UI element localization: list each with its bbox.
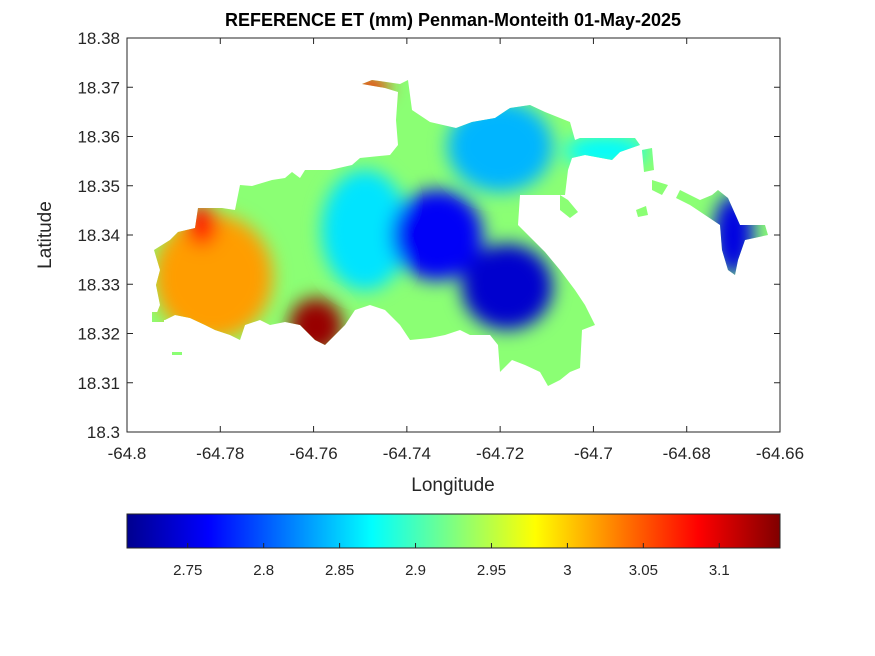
colorbar-tick-label: 2.9 — [405, 562, 426, 579]
x-tick-label: -64.8 — [108, 444, 147, 463]
y-tick-label: 18.32 — [77, 325, 120, 344]
x-axis-label: Longitude — [411, 475, 494, 496]
y-tick-label: 18.3 — [87, 423, 120, 442]
y-tick-label: 18.35 — [77, 177, 120, 196]
y-axis-label: Latitude — [35, 201, 56, 269]
y-tick-label: 18.37 — [77, 78, 120, 97]
colorbar-tick-label: 3.1 — [709, 562, 730, 579]
x-tick-label: -64.78 — [196, 444, 244, 463]
chart-title: REFERENCE ET (mm) Penman-Monteith 01-May… — [225, 10, 681, 30]
x-tick-label: -64.68 — [663, 444, 711, 463]
colorbar-tick-label: 2.85 — [325, 562, 354, 579]
x-tick-label: -64.66 — [756, 444, 804, 463]
y-axis: 18.3 18.31 18.32 18.33 18.34 18.35 18.36 18.37 1… — [77, 29, 780, 442]
colorbar-tick-label: 3.05 — [629, 562, 658, 579]
x-axis: -64.8 -64.78 -64.76 -64.74 -64.72 -64.7 -64.68… — [108, 38, 804, 463]
colorbar-tick-label: 3 — [563, 562, 571, 579]
colorbar-tick-label: 2.75 — [173, 562, 202, 579]
region-west — [153, 214, 273, 340]
colorbar-tick-label: 2.8 — [253, 562, 274, 579]
colorbar — [126, 513, 781, 549]
y-tick-label: 18.38 — [77, 29, 120, 48]
x-tick-label: -64.74 — [383, 444, 431, 463]
colorbar-ticks: 2.75 2.8 2.85 2.9 2.95 3 3.05 3.1 — [173, 543, 730, 579]
y-tick-label: 18.31 — [77, 374, 120, 393]
x-tick-label: -64.76 — [289, 444, 337, 463]
y-tick-label: 18.36 — [77, 128, 120, 147]
y-tick-label: 18.34 — [77, 226, 120, 245]
y-tick-label: 18.33 — [77, 275, 120, 294]
region-central — [321, 169, 409, 291]
colorbar-tick-label: 2.95 — [477, 562, 506, 579]
x-tick-label: -64.72 — [476, 444, 524, 463]
region-center-low — [391, 189, 483, 281]
x-tick-label: -64.7 — [574, 444, 613, 463]
region-south-east-low — [461, 243, 553, 330]
region-north-east — [447, 100, 553, 192]
